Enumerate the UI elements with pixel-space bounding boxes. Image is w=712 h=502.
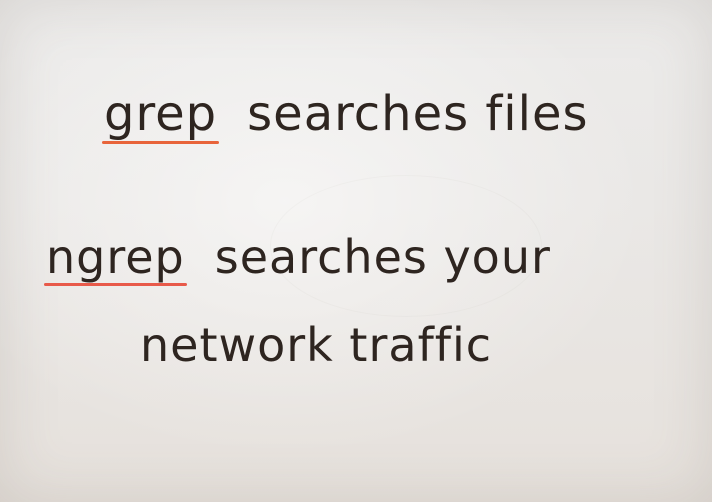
line-ngrep: ngrep searches your [44, 230, 551, 286]
keyword-ngrep: ngrep [44, 230, 187, 286]
keyword-ngrep-text: ngrep [46, 230, 185, 284]
ngrep-description-continued: network traffic [140, 318, 493, 372]
keyword-grep: grep [102, 86, 220, 144]
grep-description: searches files [247, 86, 589, 142]
underline-ngrep [44, 283, 187, 286]
keyword-grep-text: grep [104, 86, 218, 142]
line-network-traffic: network traffic [140, 318, 492, 372]
line-grep: grep searches files [102, 86, 589, 144]
underline-grep [102, 141, 220, 144]
ngrep-description: searches your [214, 230, 551, 284]
ink-bleed-through [270, 175, 542, 317]
